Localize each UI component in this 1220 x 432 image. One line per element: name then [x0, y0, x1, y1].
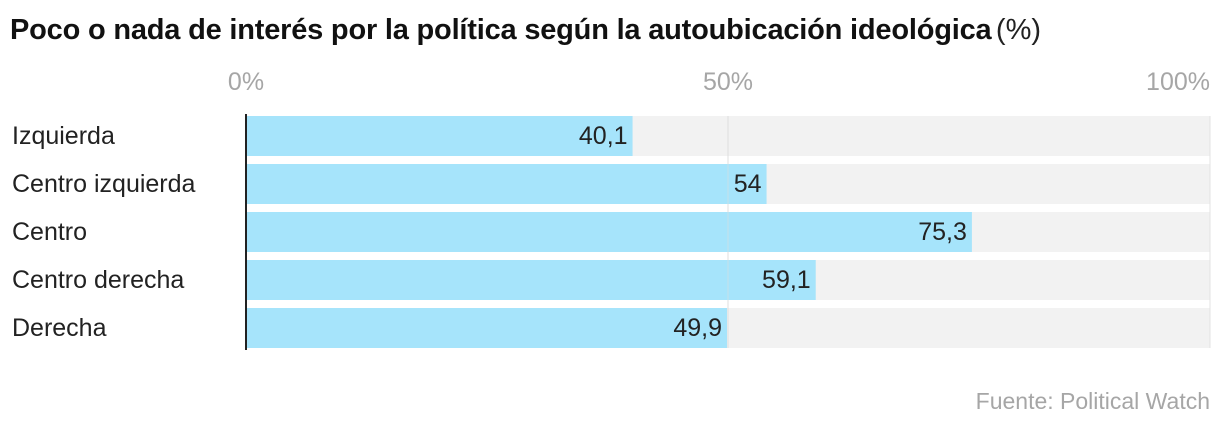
bar: [246, 308, 728, 348]
value-label: 59,1: [762, 266, 811, 294]
category-label: Izquierda: [12, 122, 115, 150]
tick-label: 100%: [1146, 68, 1210, 96]
tick-label: 0%: [228, 68, 264, 96]
category-label: Centro derecha: [12, 266, 184, 294]
chart-unit: (%): [995, 14, 1042, 46]
value-label: 75,3: [918, 218, 967, 246]
tick-label: 50%: [703, 68, 753, 96]
source-note: Fuente: Political Watch: [975, 388, 1210, 414]
bar: [246, 260, 816, 300]
value-label: 54: [734, 170, 762, 198]
chart-title-row: Poco o nada de interés por la política s…: [10, 14, 1210, 47]
category-label: Centro izquierda: [12, 170, 196, 198]
bar: [246, 164, 767, 204]
category-label: Derecha: [12, 314, 107, 342]
value-label: 49,9: [673, 314, 722, 342]
bar: [246, 212, 972, 252]
bar: [246, 116, 633, 156]
value-label: 40,1: [579, 122, 628, 150]
chart-title: Poco o nada de interés por la política s…: [10, 14, 992, 46]
category-label: Centro: [12, 218, 87, 246]
